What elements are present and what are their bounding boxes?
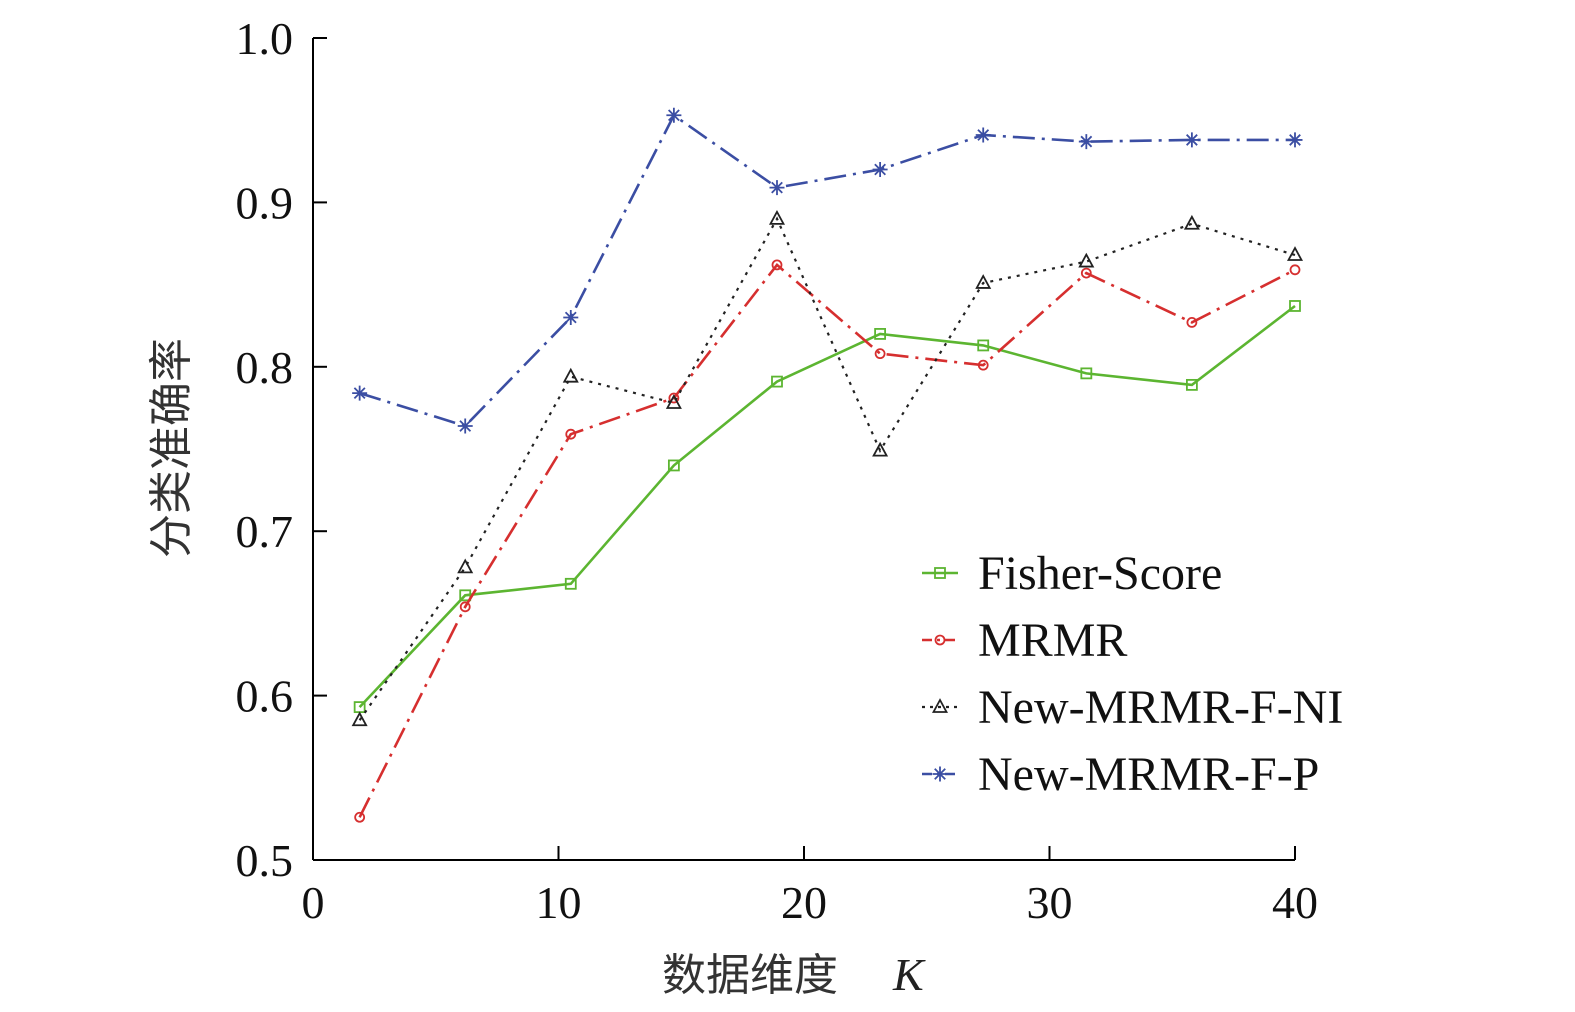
x-tick-label: 20	[781, 877, 827, 928]
asterisk-marker-path	[769, 180, 785, 196]
data-point	[769, 180, 785, 196]
data-point	[1286, 246, 1304, 261]
data-point	[977, 339, 990, 352]
x-axis-variable: K	[892, 949, 926, 1000]
x-tick-label: 0	[302, 877, 325, 928]
legend-marker	[934, 634, 946, 646]
data-point	[1289, 264, 1301, 276]
legend-item: New-MRMR-F-NI	[922, 681, 1343, 734]
x-axis-title: 数据维度	[662, 950, 838, 1001]
series-mrmr	[354, 259, 1301, 823]
legend-item: New-MRMR-F-P	[922, 748, 1319, 801]
ticks: 0.5 0.6 0.7 0.8 0.9 1.0 0 10 20 30 40	[236, 13, 1319, 928]
data-point	[771, 375, 783, 388]
asterisk-marker-path	[666, 107, 682, 123]
legend-marker	[931, 698, 949, 713]
data-point	[1289, 300, 1301, 312]
y-axis-title: 分类准确率	[146, 338, 197, 558]
legend-label: New-MRMR-F-P	[978, 748, 1319, 801]
asterisk-marker-path	[975, 127, 991, 143]
y-tick-label: 0.5	[236, 835, 294, 886]
data-point	[1287, 132, 1303, 148]
data-point	[565, 428, 577, 440]
y-tick-label: 0.6	[236, 671, 294, 722]
legend-marker	[934, 567, 946, 579]
data-point	[665, 394, 682, 409]
data-point	[459, 589, 472, 602]
series-line	[358, 263, 1296, 818]
data-point	[351, 711, 368, 727]
series-new-mrmr-f-p	[352, 107, 1303, 434]
data-point	[874, 328, 887, 340]
data-point	[1080, 267, 1092, 279]
data-point	[975, 127, 991, 143]
x-tick-label: 10	[536, 877, 582, 928]
legend: Fisher-Score MRMR New-MRMR-F-NI New-MRMR-F-…	[922, 547, 1343, 801]
data-point	[666, 107, 682, 123]
asterisk-marker-path	[1287, 132, 1303, 148]
data-point	[1080, 367, 1093, 380]
data-point	[872, 162, 888, 178]
series-line	[358, 304, 1296, 708]
data-point	[457, 558, 474, 574]
data-point	[668, 392, 680, 404]
legend-marker	[932, 766, 948, 782]
data-point	[354, 811, 366, 823]
asterisk-marker-path	[872, 162, 888, 178]
y-tick-label: 0.8	[236, 342, 294, 393]
x-tick-label: 40	[1272, 877, 1318, 928]
x-tick-label: 30	[1027, 877, 1073, 928]
y-tick-label: 0.7	[236, 506, 294, 557]
axes	[312, 38, 1295, 861]
legend-label: Fisher-Score	[978, 547, 1222, 600]
legend-label: MRMR	[978, 614, 1127, 667]
series-line	[358, 216, 1296, 721]
data-point	[771, 259, 783, 271]
data-point	[1185, 378, 1198, 391]
data-point	[1183, 214, 1200, 230]
y-tick-label: 1.0	[236, 13, 294, 64]
data-point	[874, 348, 886, 360]
data-point	[459, 601, 471, 613]
data-point	[768, 209, 786, 225]
data-point	[352, 385, 368, 401]
asterisk-marker-path	[1184, 132, 1200, 148]
data-point	[1078, 252, 1095, 268]
data-point	[977, 359, 989, 371]
legend-item: Fisher-Score	[922, 547, 1222, 600]
asterisk-marker-path	[457, 418, 473, 434]
legend-item: MRMR	[922, 614, 1127, 667]
data-point	[975, 274, 992, 289]
data-point	[564, 577, 577, 590]
asterisk-marker-path	[352, 385, 368, 401]
asterisk-marker-path	[932, 766, 948, 782]
asterisk-marker-path	[1078, 134, 1094, 150]
data-point	[562, 367, 579, 383]
series-new-mrmr-f-ni	[351, 209, 1304, 727]
series-fisher-score	[353, 300, 1301, 714]
data-point	[872, 441, 889, 457]
data-point	[563, 309, 579, 325]
data-point	[457, 418, 473, 434]
legend-label: New-MRMR-F-NI	[978, 681, 1343, 734]
asterisk-marker-path	[563, 309, 579, 325]
series-layer	[351, 107, 1304, 823]
series-line	[359, 113, 1295, 428]
y-tick-label: 0.9	[236, 177, 294, 228]
data-point	[1186, 317, 1198, 328]
data-point	[1184, 132, 1200, 148]
data-point	[667, 459, 680, 472]
data-point	[1078, 134, 1094, 150]
